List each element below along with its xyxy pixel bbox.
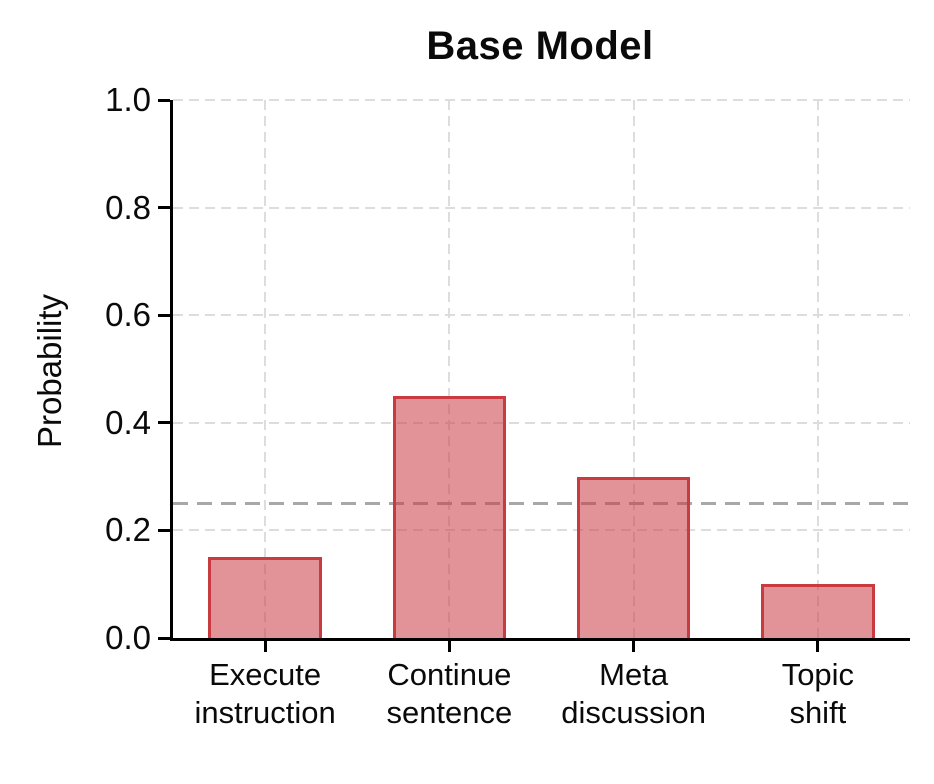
v-gridline-0 xyxy=(264,100,267,638)
y-tick-label-0.0: 0.0 xyxy=(105,619,151,656)
y-tick-0.8 xyxy=(158,206,170,210)
y-tick-label-1.0: 1.0 xyxy=(105,81,151,118)
chart-title: Base Model xyxy=(426,24,654,68)
h-gridline-1.0 xyxy=(173,99,910,101)
y-tick-label-0.8: 0.8 xyxy=(105,188,151,226)
y-tick-0.2 xyxy=(158,528,170,532)
y-tick-label-0.6: 0.6 xyxy=(105,296,151,334)
x-tick-label-3: Topic shift xyxy=(781,657,855,730)
h-gridline-0.6 xyxy=(173,314,910,317)
x-tick-3 xyxy=(816,641,820,652)
bar-3 xyxy=(761,584,875,638)
bar-1 xyxy=(392,395,507,638)
y-tick-0.4 xyxy=(158,421,170,425)
x-tick-2 xyxy=(632,641,636,652)
y-tick-0.6 xyxy=(158,313,170,317)
v-gridline-2 xyxy=(632,100,635,638)
x-tick-label-2: Meta discussion xyxy=(561,657,706,730)
v-gridline-1 xyxy=(448,100,451,638)
bar-0 xyxy=(208,557,322,638)
y-tick-1.0 xyxy=(158,98,170,102)
x-tick-label-1: Continue sentence xyxy=(386,657,513,730)
y-tick-0.0 xyxy=(158,636,170,640)
reference-line xyxy=(173,502,910,505)
y-axis-label: Probability xyxy=(31,293,68,449)
x-tick-label-0: Execute instruction xyxy=(194,657,336,730)
x-tick-0 xyxy=(263,641,267,652)
h-gridline-0.2 xyxy=(173,529,910,532)
y-tick-label-0.2: 0.2 xyxy=(105,511,151,549)
h-gridline-0.4 xyxy=(173,421,910,424)
plot-area: 0.0 0.2 0.4 0.6 0.8 1.0 Execute instruction Con… xyxy=(105,81,910,730)
bar-2 xyxy=(576,476,691,638)
x-tick-1 xyxy=(447,641,451,652)
v-gridline-3 xyxy=(816,100,819,638)
h-gridline-0.8 xyxy=(173,206,910,209)
y-tick-label-0.4: 0.4 xyxy=(105,403,151,441)
